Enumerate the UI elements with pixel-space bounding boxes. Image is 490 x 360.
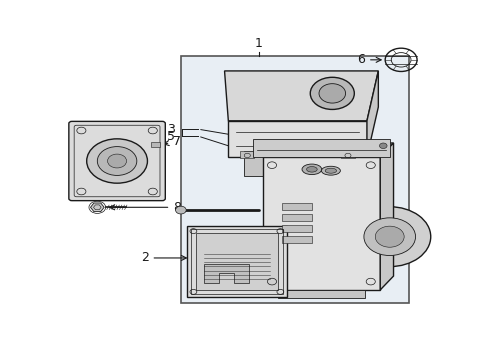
Circle shape [98,147,137,175]
Circle shape [364,218,416,256]
Circle shape [310,77,354,109]
Ellipse shape [321,166,341,175]
Bar [263,157,380,290]
Text: 2: 2 [141,252,186,265]
Ellipse shape [307,167,317,172]
Polygon shape [204,264,249,283]
Polygon shape [278,290,365,298]
Circle shape [379,143,387,149]
Polygon shape [263,143,393,157]
Polygon shape [224,71,378,121]
Bar [151,142,160,147]
Bar [241,151,254,158]
Circle shape [349,207,431,267]
Bar [244,151,352,176]
Text: 1: 1 [255,37,263,50]
Polygon shape [228,121,367,157]
Ellipse shape [325,168,337,173]
Bar [196,233,278,290]
Text: 4: 4 [285,160,318,173]
Circle shape [175,206,186,214]
Circle shape [87,139,147,183]
Text: 8: 8 [110,201,181,214]
Bar [281,225,312,232]
Bar [281,203,312,210]
Bar [341,151,355,158]
Text: 3: 3 [167,123,175,136]
FancyBboxPatch shape [69,121,165,201]
Polygon shape [367,71,378,157]
Bar [181,56,409,303]
Bar [187,226,287,297]
Bar [281,236,312,243]
Circle shape [319,84,345,103]
Ellipse shape [302,164,322,175]
Text: 6: 6 [357,53,381,66]
Circle shape [108,154,126,168]
Text: 5: 5 [167,130,175,143]
Polygon shape [253,139,390,157]
Bar [281,214,312,221]
Circle shape [375,226,404,247]
Text: 7: 7 [164,135,181,148]
Polygon shape [380,143,393,290]
Bar [191,229,283,293]
